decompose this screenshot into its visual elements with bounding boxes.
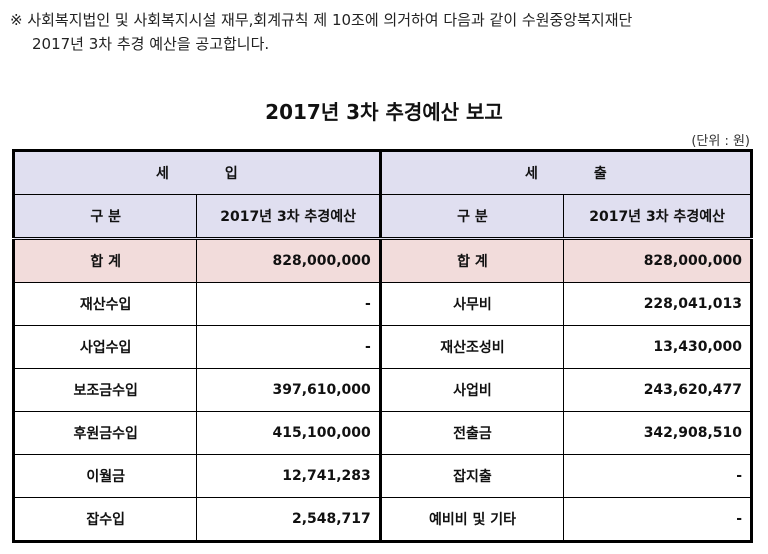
- income-label: 잡수입: [12, 497, 198, 542]
- expense-value: 13,430,000: [563, 325, 752, 369]
- income-value: 2,548,717: [196, 497, 382, 542]
- income-label: 사업수입: [12, 325, 198, 369]
- income-label: 보조금수입: [12, 368, 198, 412]
- unit-label: (단위 : 원): [691, 134, 750, 149]
- expense-label: 사업비: [379, 368, 565, 412]
- income-value: 397,610,000: [196, 368, 382, 412]
- table-row: 이월금 12,741,283 잡지출 -: [12, 454, 752, 498]
- table-row: 사업수입 - 재산조성비 13,430,000: [12, 325, 752, 369]
- notice-line-1: ※ 사회복지법인 및 사회복지시설 재무,회계규칙 제 10조에 의거하여 다음…: [10, 11, 633, 29]
- income-label: 이월금: [12, 454, 198, 498]
- expense-label: 전출금: [379, 411, 565, 455]
- income-budget-header: 2017년 3차 추경예산: [196, 194, 382, 240]
- expense-total-value: 828,000,000: [563, 238, 752, 283]
- notice-line-2: 2017년 3차 추경 예산을 공고합니다.: [32, 35, 270, 53]
- income-header-char-1: 세: [156, 166, 169, 182]
- expense-value: -: [563, 454, 752, 498]
- income-value: 415,100,000: [196, 411, 382, 455]
- expense-value: 243,620,477: [563, 368, 752, 412]
- total-row: 합 계 828,000,000 합 계 828,000,000: [12, 238, 752, 283]
- expense-value: 228,041,013: [563, 282, 752, 326]
- income-value: -: [196, 325, 382, 369]
- income-total-label: 합 계: [12, 238, 198, 283]
- table-row: 재산수입 - 사무비 228,041,013: [12, 282, 752, 326]
- expense-budget-header: 2017년 3차 추경예산: [563, 194, 752, 240]
- income-label: 재산수입: [12, 282, 198, 326]
- expense-label: 재산조성비: [379, 325, 565, 369]
- notice-text: ※ 사회복지법인 및 사회복지시설 재무,회계규칙 제 10조에 의거하여 다음…: [10, 8, 760, 56]
- expense-value: -: [563, 497, 752, 542]
- expense-value: 342,908,510: [563, 411, 752, 455]
- expense-header-char-1: 세: [525, 166, 538, 182]
- income-value: 12,741,283: [196, 454, 382, 498]
- report-title: 2017년 3차 추경예산 보고: [265, 100, 503, 124]
- expense-label: 사무비: [379, 282, 565, 326]
- table-row: 잡수입 2,548,717 예비비 및 기타 -: [12, 497, 752, 542]
- table-row: 보조금수입 397,610,000 사업비 243,620,477: [12, 368, 752, 412]
- table-row: 후원금수입 415,100,000 전출금 342,908,510: [12, 411, 752, 455]
- income-total-value: 828,000,000: [196, 238, 382, 283]
- expense-label: 잡지출: [379, 454, 565, 498]
- expense-total-label: 합 계: [379, 238, 565, 283]
- column-header-row: 구 분 2017년 3차 추경예산 구 분 2017년 3차 추경예산: [12, 194, 752, 240]
- income-category-header: 구 분: [12, 194, 198, 240]
- expense-category-header: 구 분: [379, 194, 565, 240]
- expense-label: 예비비 및 기타: [379, 497, 565, 542]
- expense-header-char-2: 출: [593, 166, 607, 182]
- income-value: -: [196, 282, 382, 326]
- income-header-char-2: 입: [224, 166, 238, 182]
- income-label: 후원금수입: [12, 411, 198, 455]
